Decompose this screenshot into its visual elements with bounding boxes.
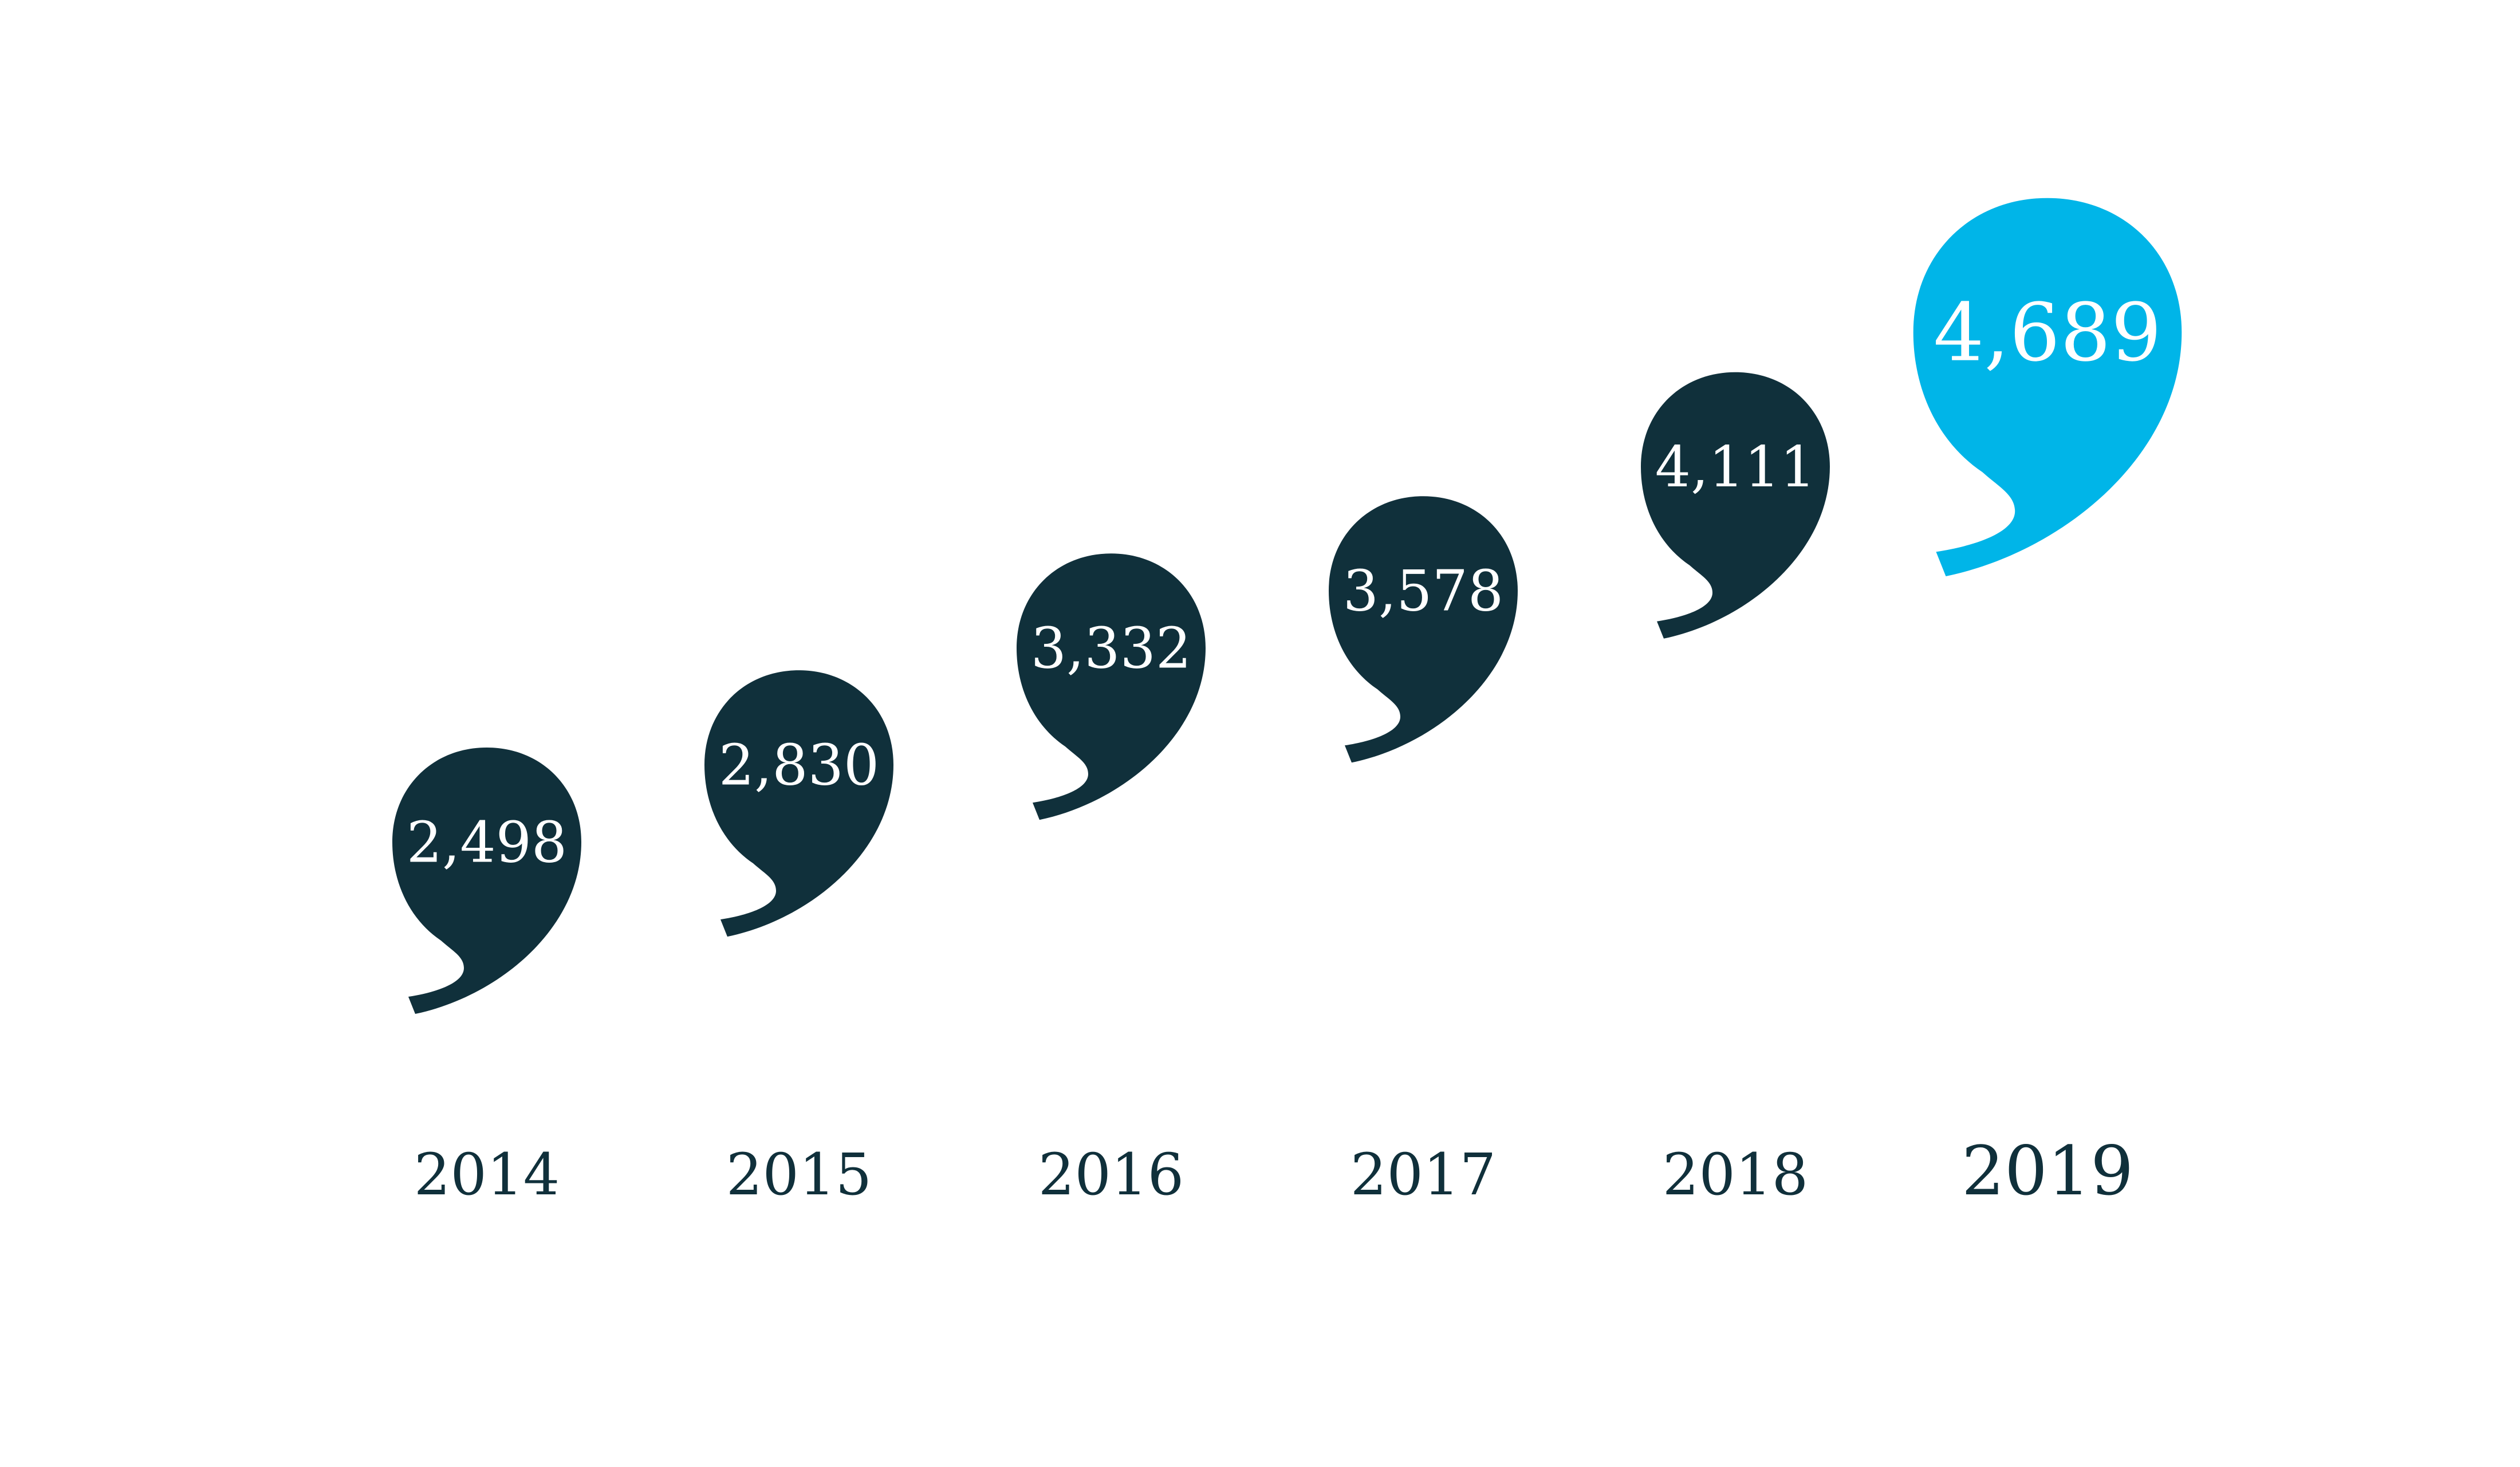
value-label: 2,830	[719, 733, 880, 798]
value-label: 4,111	[1655, 435, 1816, 500]
year-label: 2016	[1038, 1141, 1184, 1208]
bubble-2016: 3,332	[1017, 553, 1206, 820]
speech-bubble-icon	[1641, 372, 1830, 639]
speech-bubble-icon	[1329, 496, 1518, 763]
year-axis: 2014 2015 2016 2017 2018 2019	[414, 1131, 2133, 1210]
speech-bubble-icon	[1017, 553, 1206, 820]
speech-bubble-icon	[1913, 198, 2182, 577]
value-label: 3,332	[1031, 616, 1192, 682]
bubble-2019: 4,689	[1913, 198, 2182, 577]
bubble-series: 2,498 2,830 3,332 3,578 4,111 4,689	[392, 198, 2182, 1014]
value-label: 4,689	[1934, 286, 2161, 379]
year-label: 2018	[1663, 1141, 1809, 1208]
bubble-2014: 2,498	[392, 748, 581, 1014]
year-label: 2014	[414, 1141, 560, 1208]
bubble-2018: 4,111	[1641, 372, 1830, 639]
year-label: 2017	[1350, 1141, 1497, 1208]
value-label: 2,498	[407, 810, 568, 875]
bubble-2015: 2,830	[704, 670, 893, 937]
speech-bubble-icon	[392, 748, 581, 1014]
value-label: 3,578	[1343, 559, 1504, 624]
year-label: 2019	[1962, 1131, 2133, 1210]
speech-bubble-icon	[704, 670, 893, 937]
bubble-2017: 3,578	[1329, 496, 1518, 763]
year-label: 2015	[726, 1141, 872, 1208]
